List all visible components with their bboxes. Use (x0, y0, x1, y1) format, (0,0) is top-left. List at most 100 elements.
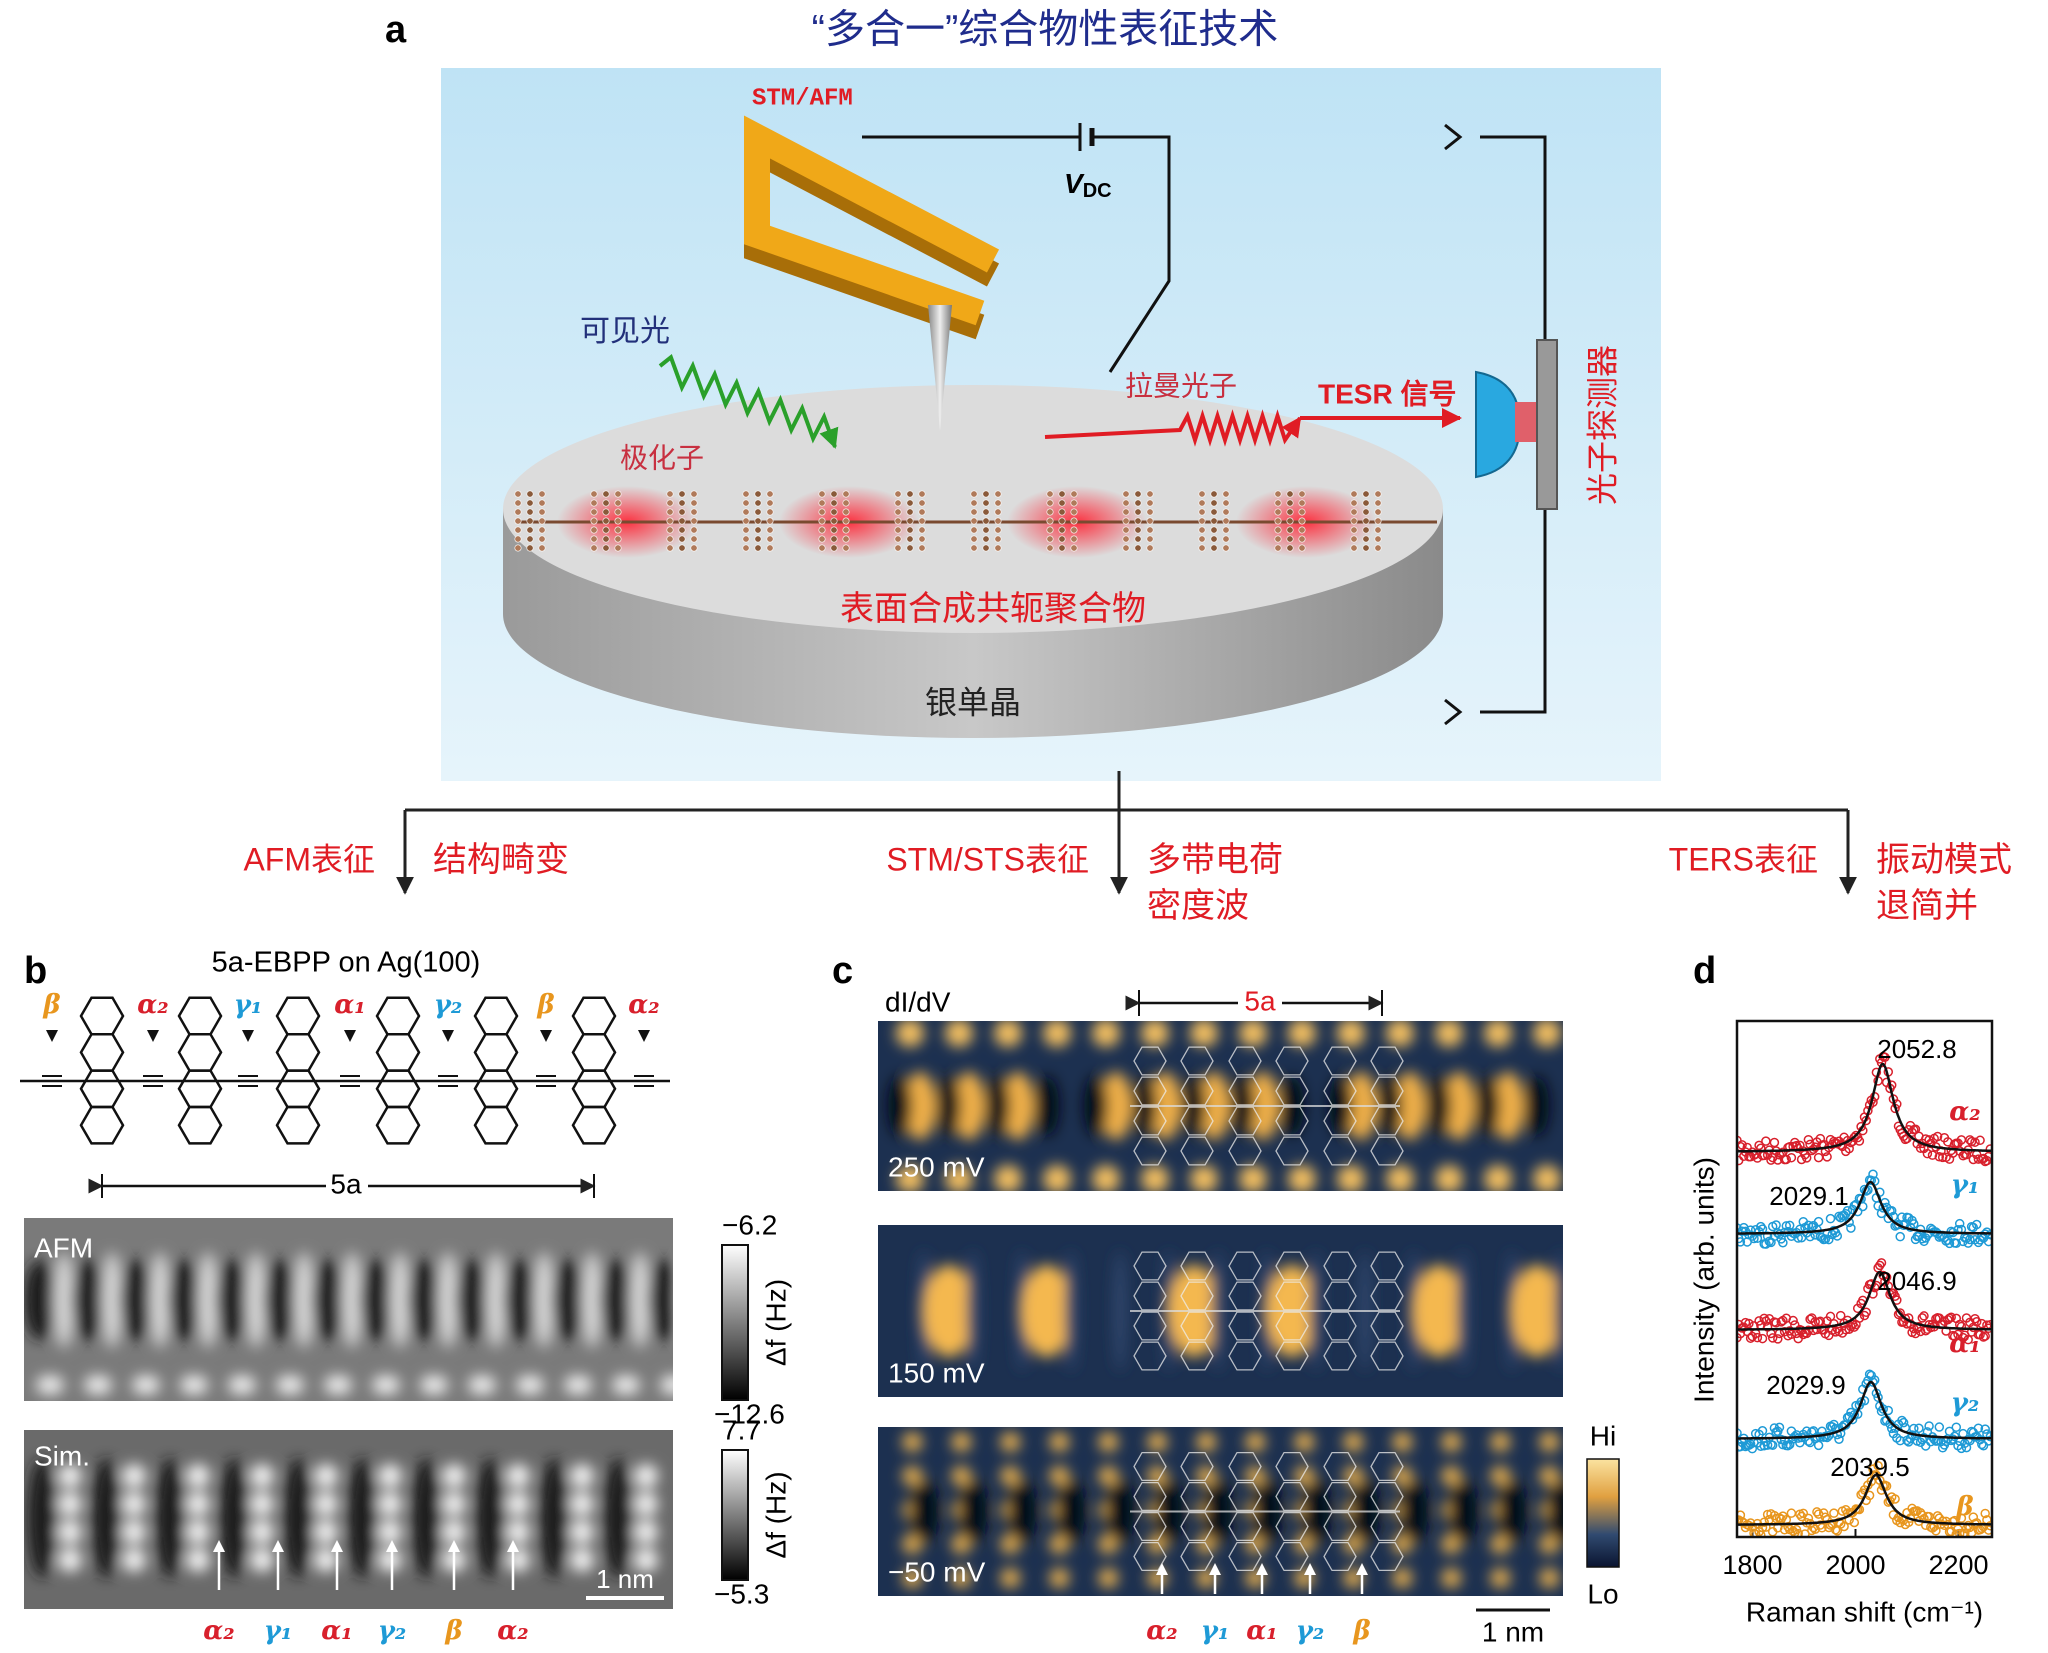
signal-label: TESR 信号 (1318, 378, 1456, 409)
atom (894, 535, 902, 543)
ring (177, 1032, 223, 1072)
atom (1350, 526, 1358, 534)
overlay-ring (1323, 1451, 1357, 1482)
atom (1298, 544, 1306, 552)
detector (1536, 339, 1558, 510)
atom (1058, 499, 1066, 507)
sim-bright (378, 1492, 402, 1516)
afm-bright (468, 1375, 496, 1395)
overlay-ring (1133, 1136, 1167, 1166)
afm-texture (24, 1252, 673, 1395)
overlay-ring (1275, 1046, 1309, 1076)
spectrum-point (1876, 1258, 1887, 1268)
result-label: 密度波 (1147, 887, 1249, 925)
sim-bright (570, 1548, 594, 1572)
spectrum-point (1980, 1508, 1990, 1519)
sim-bright (506, 1520, 530, 1544)
stm-bright (1392, 1568, 1413, 1588)
atom (994, 499, 1002, 507)
spectrum-point (1788, 1315, 1798, 1326)
stm-bright (951, 1466, 972, 1486)
atom (690, 526, 698, 534)
overlay-ring (1370, 1481, 1404, 1512)
sim-bright (186, 1492, 210, 1516)
atom (1210, 535, 1218, 543)
spectrum-point (1931, 1526, 1941, 1536)
overlay-ring (1133, 1106, 1167, 1136)
atom (1198, 499, 1206, 507)
ring (177, 1069, 223, 1109)
stm-dark (1449, 1479, 1477, 1544)
ring (473, 1032, 519, 1072)
spectrum-point (1965, 1135, 1975, 1145)
atom (1350, 490, 1358, 498)
stm-bright (945, 1165, 973, 1191)
x-tick-label: 2000 (1825, 1550, 1885, 1580)
sim-bright (634, 1492, 658, 1516)
atom (678, 508, 686, 516)
site-label: α₂ (628, 990, 659, 1020)
atom (1286, 517, 1294, 525)
polariton-label: 极化子 (620, 442, 704, 473)
spectrum-point (1835, 1310, 1846, 1321)
atom (1070, 526, 1078, 534)
site-marker (638, 1030, 650, 1042)
spectrum-name: γ₂ (1951, 1388, 1980, 1418)
atom (754, 535, 762, 543)
atom (1362, 490, 1370, 498)
overlay-ring (1275, 1281, 1309, 1311)
stm-dark (1057, 1479, 1085, 1544)
overlay-ring (1228, 1511, 1262, 1542)
afm-bright (564, 1375, 592, 1395)
atom (894, 499, 902, 507)
sim-bright (314, 1464, 338, 1488)
stm-mid (1114, 1251, 1126, 1371)
atom (906, 517, 914, 525)
atom (766, 508, 774, 516)
spectrum-point (1861, 1307, 1871, 1318)
stm-dark (1106, 1479, 1134, 1544)
atom (1350, 517, 1358, 525)
stm-bright (1484, 1165, 1512, 1191)
atom (970, 526, 978, 534)
overlay-ring (1275, 1451, 1309, 1482)
atom (590, 526, 598, 534)
overlay-ring (1275, 1341, 1309, 1371)
cantilever (744, 115, 1000, 326)
spectrum-point (1873, 1461, 1883, 1471)
spectrum-point (1931, 1314, 1941, 1324)
atom (602, 535, 610, 543)
stm-bright (1337, 1165, 1365, 1191)
stm-bright (1092, 1021, 1120, 1047)
ring (375, 1032, 421, 1072)
stm-bright (1245, 1432, 1266, 1452)
method-label: STM/STS表征 (886, 841, 1089, 877)
spectrum-point (1985, 1431, 1992, 1442)
afm-bright (246, 1252, 266, 1348)
overlay-ring (1275, 1311, 1309, 1341)
overlay-ring (1228, 1451, 1262, 1482)
overlay-ring (1323, 1541, 1357, 1572)
atom (1350, 499, 1358, 507)
site-label: α₂ (497, 1616, 528, 1646)
atom (1046, 526, 1054, 534)
spectrum-point (1909, 1423, 1919, 1434)
site-label: γ₁ (1201, 1616, 1230, 1646)
atom (538, 526, 546, 534)
atom (526, 490, 534, 498)
sim-bright (378, 1548, 402, 1572)
afm-bright (198, 1252, 218, 1348)
stm-bright (951, 1432, 972, 1452)
atom (742, 544, 750, 552)
spectrum-point (1875, 1260, 1885, 1271)
atom (678, 535, 686, 543)
sim-bright (122, 1464, 146, 1488)
sim-bright (122, 1492, 146, 1516)
atom (1046, 508, 1054, 516)
spectrum-point (1813, 1440, 1824, 1451)
stm-bright (1294, 1432, 1315, 1452)
atom (1046, 517, 1054, 525)
ring (177, 1105, 223, 1145)
spectrum-name: α₂ (1949, 1097, 1980, 1127)
atom (894, 526, 902, 534)
